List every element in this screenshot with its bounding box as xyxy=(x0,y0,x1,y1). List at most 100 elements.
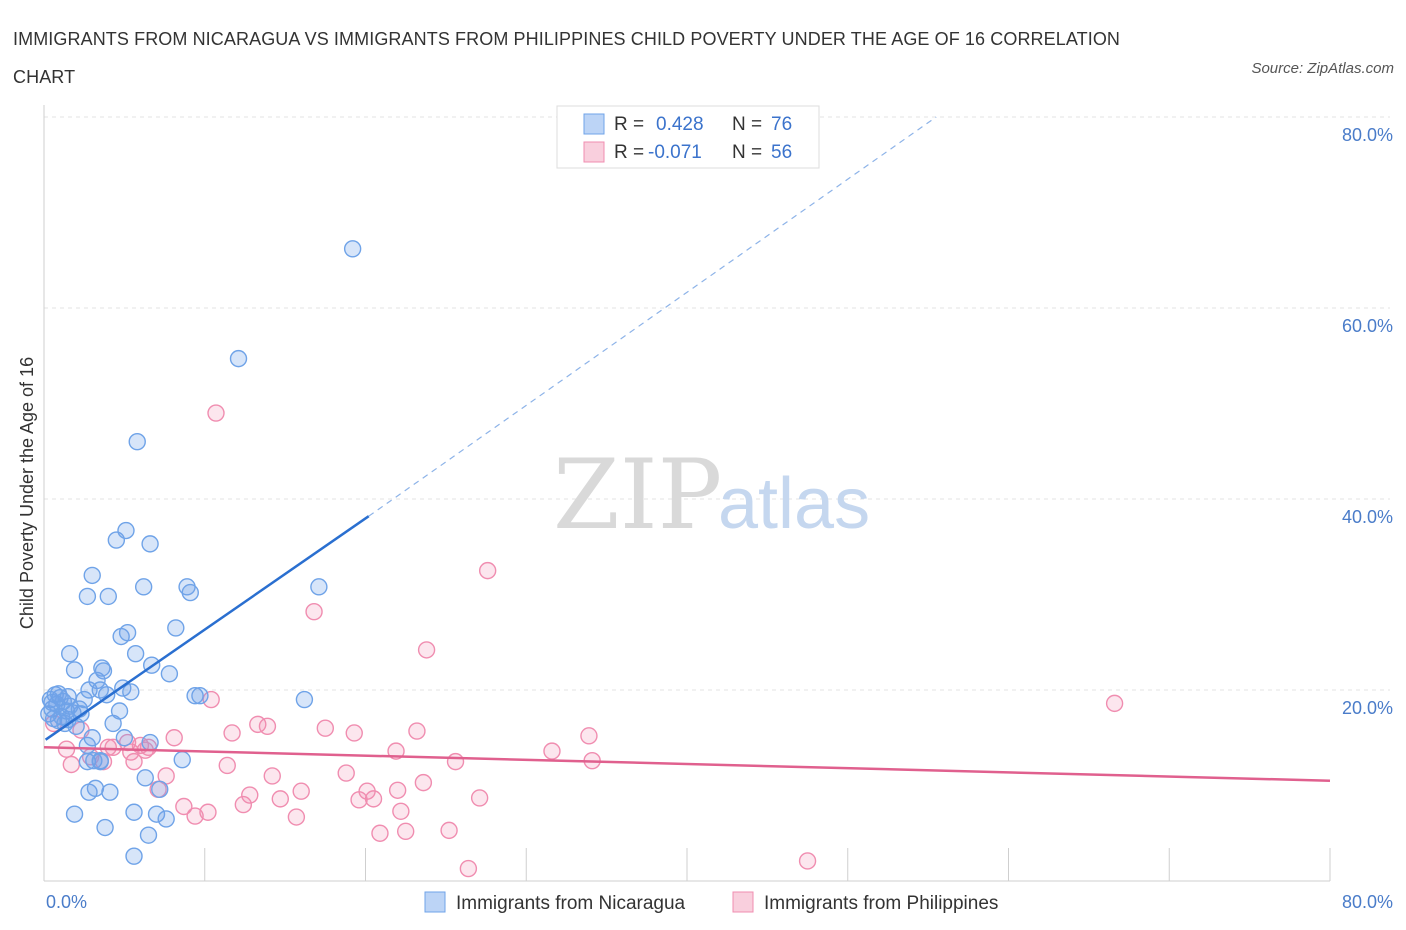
philippines-point-18 xyxy=(186,807,204,825)
watermark-zip: ZIP xyxy=(553,439,722,551)
nicaragua-point-52 xyxy=(122,683,140,701)
nicaragua-point-55 xyxy=(126,645,145,663)
legend-n-label-philippines: N = xyxy=(732,142,762,163)
y-tick-label-1: 40.0% xyxy=(1342,507,1393,527)
philippines-trend-line xyxy=(43,746,1331,782)
trend-lines xyxy=(43,116,1331,782)
nicaragua-point-59 xyxy=(139,826,158,844)
philippines-point-31 xyxy=(292,782,310,800)
legend-r-value-philippines: -0.071 xyxy=(648,142,702,163)
x-tick-label-0: 0.0% xyxy=(46,892,87,912)
nicaragua-point-51 xyxy=(118,624,137,642)
nicaragua-point-56 xyxy=(128,433,146,451)
nicaragua-point-54 xyxy=(125,803,143,821)
philippines-point-23 xyxy=(223,724,241,742)
philippines-point-50 xyxy=(470,789,489,807)
bottom-legend-label-philippines: Immigrants from Philippines xyxy=(764,893,998,914)
philippines-point-24 xyxy=(234,795,253,814)
nicaragua-point-73 xyxy=(229,349,248,368)
nicaragua-point-30 xyxy=(83,566,101,585)
nicaragua-point-57 xyxy=(134,578,153,596)
watermark: ZIP atlas xyxy=(553,439,870,551)
nicaragua-point-26 xyxy=(78,587,97,606)
philippines-point-25 xyxy=(241,786,259,804)
philippines-point-35 xyxy=(345,724,363,742)
nicaragua-point-41 xyxy=(96,818,114,837)
nicaragua-point-38 xyxy=(94,662,113,680)
philippines-point-42 xyxy=(392,802,410,820)
chart-title: IMMIGRANTS FROM NICARAGUA VS IMMIGRANTS … xyxy=(13,29,1121,87)
stats-legend: R = 0.428 N = 76 R = -0.071 N = 56 xyxy=(556,105,820,169)
x-tick-labels: 0.0% 80.0% xyxy=(46,892,1393,912)
nicaragua-point-70 xyxy=(181,583,199,602)
nicaragua-point-17 xyxy=(43,693,61,712)
nicaragua-point-63 xyxy=(147,805,166,823)
philippines-point-9 xyxy=(122,743,140,761)
philippines-point-33 xyxy=(316,719,335,737)
nicaragua-point-68 xyxy=(173,751,191,769)
philippines-point-20 xyxy=(202,690,220,709)
philippines-point-39 xyxy=(371,824,389,842)
legend-r-value-nicaragua: 0.428 xyxy=(656,114,704,135)
nicaragua-point-21 xyxy=(65,661,84,679)
nicaragua-point-50 xyxy=(117,521,135,540)
y-tick-label-0: 20.0% xyxy=(1342,698,1393,718)
nicaragua-point-23 xyxy=(75,690,93,709)
philippines-points xyxy=(44,404,1124,878)
philippines-point-16 xyxy=(165,729,183,747)
philippines-point-55 xyxy=(798,852,817,870)
nicaragua-point-43 xyxy=(101,783,119,801)
y-tick-label-2: 60.0% xyxy=(1342,316,1393,336)
nicaragua-point-37 xyxy=(93,659,111,677)
philippines-point-43 xyxy=(396,822,415,841)
nicaragua-point-75 xyxy=(310,578,328,596)
philippines-point-38 xyxy=(364,790,383,808)
philippines-point-28 xyxy=(263,767,281,785)
philippines-point-19 xyxy=(199,803,217,821)
philippines-point-27 xyxy=(258,717,277,735)
y-tick-label-3: 80.0% xyxy=(1342,125,1393,145)
philippines-point-17 xyxy=(175,797,193,816)
nicaragua-point-46 xyxy=(110,702,129,720)
philippines-point-22 xyxy=(218,756,236,775)
nicaragua-point-42 xyxy=(99,587,118,606)
philippines-point-34 xyxy=(337,764,355,782)
philippines-point-47 xyxy=(440,821,458,840)
nicaragua-point-20 xyxy=(61,645,79,663)
y-tick-labels: 20.0% 40.0% 60.0% 80.0% xyxy=(1342,125,1393,718)
nicaragua-point-60 xyxy=(141,733,159,752)
philippines-point-49 xyxy=(459,859,478,878)
nicaragua-point-76 xyxy=(343,240,362,258)
legend-r-label-philippines: R = xyxy=(614,142,644,163)
nicaragua-point-49 xyxy=(115,729,134,747)
nicaragua-point-18 xyxy=(49,685,68,703)
bottom-legend: Immigrants from Nicaragua Immigrants fro… xyxy=(424,891,998,914)
nicaragua-point-29 xyxy=(83,729,101,747)
legend-n-value-nicaragua: 76 xyxy=(771,114,792,135)
nicaragua-trend-extension xyxy=(368,116,937,517)
philippines-point-41 xyxy=(388,781,407,799)
nicaragua-point-19 xyxy=(59,687,77,706)
philippines-point-46 xyxy=(417,641,436,659)
nicaragua-point-53 xyxy=(125,847,143,865)
nicaragua-point-66 xyxy=(160,665,179,683)
bottom-legend-swatch-nicaragua xyxy=(424,891,446,913)
philippines-point-10 xyxy=(125,752,143,771)
philippines-point-29 xyxy=(271,790,290,808)
nicaragua-point-40 xyxy=(65,805,84,823)
philippines-point-21 xyxy=(207,404,225,422)
nicaragua-point-65 xyxy=(157,810,175,828)
philippines-point-51 xyxy=(478,561,497,580)
x-ticks xyxy=(204,848,1331,881)
bottom-legend-label-nicaragua: Immigrants from Nicaragua xyxy=(456,893,686,914)
nicaragua-points xyxy=(40,240,362,865)
philippines-point-52 xyxy=(543,742,561,760)
nicaragua-point-72 xyxy=(191,687,209,705)
legend-swatch-nicaragua xyxy=(583,113,605,135)
bottom-legend-swatch-philippines xyxy=(732,891,754,913)
nicaragua-point-74 xyxy=(295,690,314,709)
gridlines xyxy=(44,116,1390,691)
nicaragua-point-36 xyxy=(91,752,109,771)
philippines-point-32 xyxy=(305,602,323,621)
